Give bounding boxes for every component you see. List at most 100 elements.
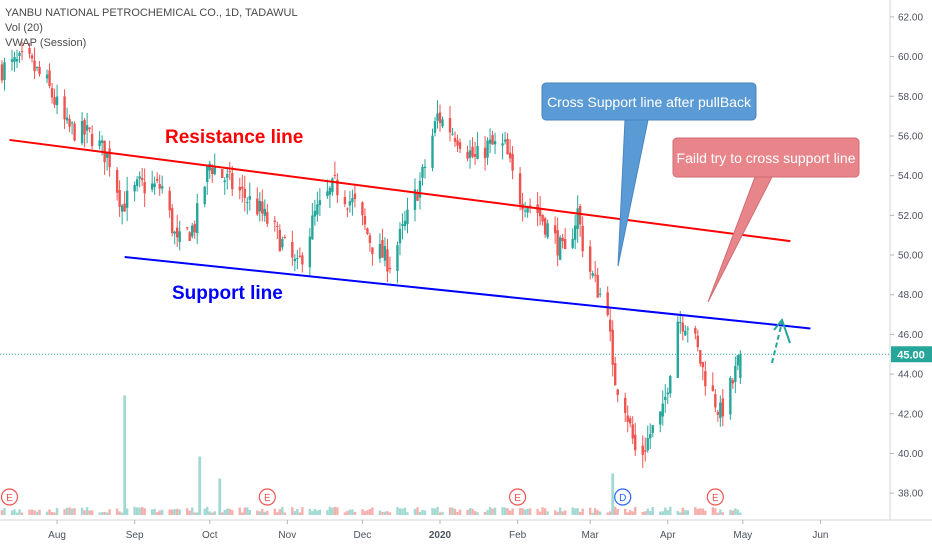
candle-body	[423, 166, 427, 169]
volume-bar	[714, 508, 717, 515]
volume-bar	[716, 512, 720, 515]
candle-body	[38, 66, 41, 75]
volume-bar	[573, 508, 577, 515]
candle-body	[211, 167, 214, 175]
candle-body	[736, 355, 740, 366]
candle-body	[231, 173, 234, 190]
volume-bar	[536, 509, 539, 515]
earnings-marker-label: E	[264, 493, 271, 504]
volume-bar	[100, 512, 104, 515]
volume-bar	[35, 511, 39, 515]
volume-bar	[203, 508, 206, 515]
candle-body	[383, 246, 387, 261]
volume-bar	[328, 506, 332, 515]
candle-body	[721, 398, 725, 417]
volume-bar	[28, 509, 31, 515]
candle-body	[511, 153, 514, 171]
volume-bar	[298, 512, 302, 515]
candle-body	[576, 208, 579, 229]
volume-bar	[70, 508, 74, 515]
candle-body	[659, 411, 662, 425]
candle-body	[20, 51, 24, 53]
candle-body	[661, 403, 664, 417]
candle-body	[634, 434, 637, 451]
candle-body	[281, 239, 284, 248]
volume-bar	[403, 507, 407, 515]
price-tick-label: 48.00	[898, 290, 923, 301]
earnings-marker	[258, 488, 276, 506]
volume-bar	[736, 509, 740, 515]
volume-bar	[468, 508, 472, 515]
candle-body	[523, 210, 527, 212]
volume-bar	[140, 506, 144, 515]
volume-bar	[20, 512, 24, 515]
candle-body	[296, 258, 299, 260]
volume-bar	[266, 510, 269, 515]
price-tick-label: 52.00	[898, 211, 923, 222]
volume-bar	[38, 509, 41, 515]
candle-body	[346, 208, 349, 210]
callout-red-box	[672, 137, 860, 178]
volume-bar	[666, 510, 669, 515]
candle-body	[318, 200, 322, 206]
candle-body	[526, 206, 529, 213]
volume-bar	[626, 512, 629, 515]
volume-bar	[556, 511, 559, 515]
volume-bar	[739, 512, 742, 515]
candle-body	[228, 171, 231, 173]
time-tick-label: Apr	[660, 530, 676, 541]
volume-bar	[661, 511, 664, 515]
volume-bar	[308, 508, 312, 515]
candle-body	[651, 425, 654, 433]
candle-body	[206, 166, 209, 183]
candle-body	[276, 226, 279, 228]
candle-body	[351, 198, 354, 203]
candle-body	[386, 249, 389, 272]
symbol-title[interactable]: YANBU NATIONAL PETROCHEMICAL CO., 1D, TA…	[5, 7, 298, 19]
candle-body	[178, 231, 181, 243]
volume-bar	[318, 509, 322, 515]
candle-body	[311, 215, 314, 240]
candle-body	[448, 118, 452, 133]
volume-bar	[158, 510, 161, 515]
candle-body	[83, 120, 86, 135]
candle-body	[361, 202, 364, 216]
candle-body	[546, 223, 549, 238]
breakout-arrow-shaft	[771, 321, 783, 364]
candle-body	[573, 225, 577, 240]
candle-body	[108, 148, 111, 168]
volume-bar	[206, 506, 209, 515]
volume-bar	[138, 507, 141, 515]
volume-bar	[406, 512, 409, 515]
candle-body	[641, 445, 644, 455]
volume-bar	[433, 508, 437, 515]
volume-bar	[438, 512, 442, 515]
volume-bar	[366, 510, 369, 515]
candle-body	[456, 140, 459, 146]
candle-body	[403, 220, 407, 227]
candle-body	[196, 203, 199, 234]
candle-body	[528, 205, 532, 207]
candle-body	[473, 154, 477, 157]
dividend-marker	[614, 488, 632, 506]
volume-bar	[431, 507, 434, 515]
volume-bar	[313, 508, 317, 515]
volume-bar	[684, 510, 687, 515]
volume-bar	[135, 507, 139, 515]
candle-body	[553, 225, 557, 234]
volume-indicator-label[interactable]: Vol (20)	[5, 22, 43, 34]
volume-bar	[211, 512, 214, 515]
volume-bar	[696, 508, 700, 515]
candle-body	[243, 188, 246, 198]
candle-body	[326, 191, 329, 197]
earnings-marker	[508, 488, 527, 506]
vwap-indicator-label[interactable]: VWAP (Session)	[5, 37, 87, 49]
time-tick-label: May	[733, 530, 752, 541]
candle-body	[293, 258, 297, 262]
volume-bar	[83, 510, 86, 515]
volume-bar	[326, 510, 329, 515]
candle-body	[123, 203, 126, 212]
